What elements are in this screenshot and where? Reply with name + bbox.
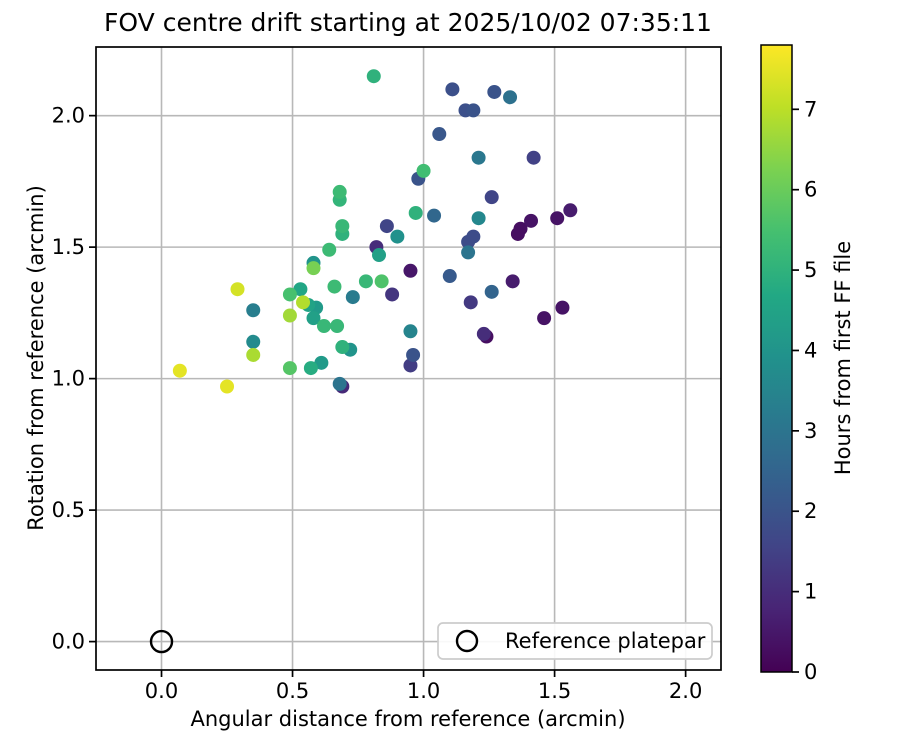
scatter-point	[563, 203, 578, 218]
scatter-point	[471, 211, 486, 226]
legend-reference-marker-icon	[455, 629, 479, 653]
scatter-point	[385, 287, 400, 302]
scatter-point	[246, 334, 261, 349]
y-tick-label: 0.5	[52, 498, 85, 522]
scatter-point	[408, 205, 423, 220]
y-tick-label: 2.0	[52, 104, 85, 128]
x-tick-label: 1.5	[538, 679, 571, 703]
colorbar-tick-label: 0	[804, 660, 817, 684]
scatter-point	[335, 340, 350, 355]
scatter-point	[403, 358, 418, 373]
scatter-point	[246, 303, 261, 318]
scatter-point	[555, 300, 570, 315]
scatter-point	[510, 226, 525, 241]
colorbar-ticks: 0 1 2 3 4 5 6 7	[792, 97, 817, 684]
scatter-point	[172, 363, 187, 378]
scatter-point	[282, 287, 297, 302]
scatter-point	[230, 282, 245, 297]
scatter-point	[345, 290, 360, 305]
colorbar-tick-label: 3	[804, 419, 817, 443]
scatter-point	[526, 150, 541, 165]
scatter-point	[296, 295, 311, 310]
scatter-point	[550, 211, 565, 226]
scatter-point	[330, 319, 345, 334]
scatter-point	[403, 263, 418, 278]
scatter-point	[406, 347, 421, 362]
y-tick-label: 0.0	[52, 630, 85, 654]
colorbar-tick-label: 6	[804, 178, 817, 202]
scatter-point	[484, 284, 499, 299]
scatter-point	[293, 282, 308, 297]
colorbar: 0 1 2 3 4 5 6 7 Hours from first FF file	[760, 44, 855, 684]
scatter-point	[461, 245, 476, 260]
scatter-point	[403, 324, 418, 339]
x-tick-label: 0.5	[276, 679, 309, 703]
chart-title: FOV centre drift starting at 2025/10/02 …	[104, 8, 712, 37]
scatter-point	[220, 379, 235, 394]
scatter-point	[487, 84, 502, 99]
scatter-point	[524, 213, 539, 228]
scatter-point	[442, 269, 457, 284]
scatter-point	[503, 90, 518, 105]
scatter-point	[316, 319, 331, 334]
scatter-points	[149, 69, 578, 654]
scatter-point	[332, 184, 347, 199]
scatter-point	[505, 274, 520, 289]
y-tick-label: 1.5	[52, 235, 85, 259]
scatter-point	[432, 127, 447, 142]
colorbar-tick-label: 7	[804, 97, 817, 121]
scatter-point	[335, 219, 350, 234]
x-axis-label: Angular distance from reference (arcmin)	[190, 707, 625, 731]
x-tick-label: 1.0	[407, 679, 440, 703]
colorbar-tick-label: 5	[804, 258, 817, 282]
scatter-point	[466, 229, 481, 244]
x-tick-label: 0.0	[145, 679, 178, 703]
scatter-point	[282, 308, 297, 323]
colorbar-label: Hours from first FF file	[831, 241, 855, 475]
legend-label: Reference platepar	[505, 629, 706, 653]
scatter-point	[484, 190, 499, 205]
scatter-point	[282, 361, 297, 376]
scatter-point	[466, 103, 481, 118]
plot-area-border	[95, 46, 722, 671]
scatter-point	[358, 274, 373, 289]
scatter-point	[306, 311, 321, 326]
scatter-point	[374, 274, 389, 289]
scatter-point	[372, 248, 387, 263]
scatter-point	[332, 376, 347, 391]
legend: Reference platepar	[437, 622, 713, 660]
scatter-point	[445, 82, 460, 97]
gridlines	[96, 47, 721, 670]
scatter-point	[246, 347, 261, 362]
scatter-point	[322, 242, 337, 257]
colorbar-tick-label: 4	[804, 338, 817, 362]
y-axis-label: Rotation from reference (arcmin)	[24, 185, 48, 531]
scatter-point	[471, 150, 486, 165]
colorbar-tick-label: 1	[804, 580, 817, 604]
scatter-point	[306, 261, 321, 276]
scatter-point	[314, 355, 329, 370]
scatter-point	[379, 219, 394, 234]
scatter-point	[303, 361, 318, 376]
scatter-point	[366, 69, 381, 84]
scatter-point	[327, 279, 342, 294]
reference-platepar-marker	[149, 629, 174, 654]
y-tick-label: 1.0	[52, 367, 85, 391]
x-tick-label: 2.0	[669, 679, 702, 703]
scatter-point	[416, 163, 431, 178]
scatter-point	[476, 326, 491, 341]
legend-box	[437, 622, 713, 660]
scatter-point	[427, 208, 442, 223]
axis-ticks: 0.0 0.5 1.0 1.5 2.0 0.0 0.5 1.0 1.5 2.0	[52, 104, 703, 703]
colorbar-gradient	[760, 44, 793, 673]
scatter-point	[390, 229, 405, 244]
scatter-point	[537, 311, 552, 326]
colorbar-tick-label: 2	[804, 499, 817, 523]
scatter-point	[463, 295, 478, 310]
